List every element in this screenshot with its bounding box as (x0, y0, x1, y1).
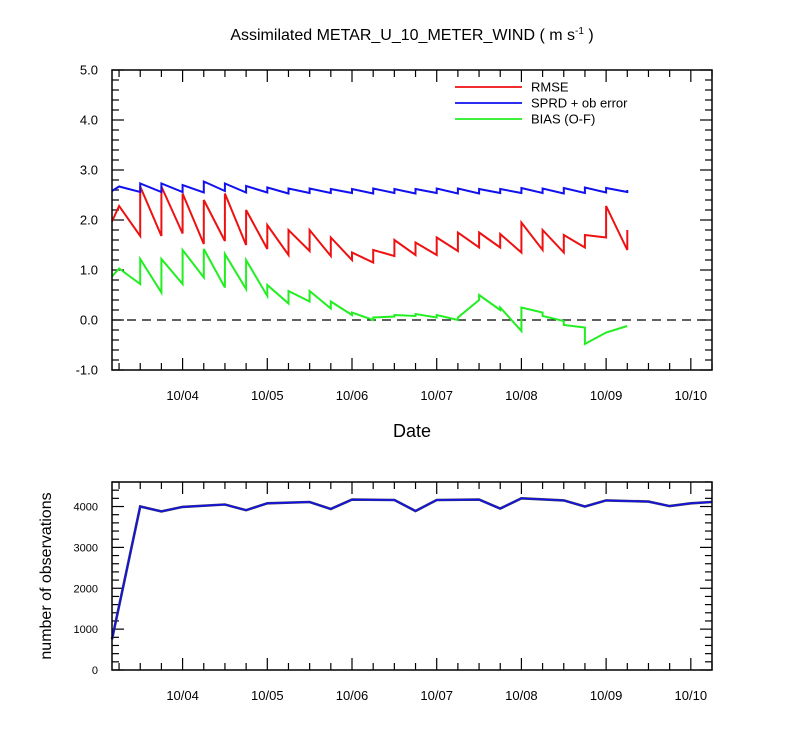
chart-title-main: Assimilated METAR_U_10_METER_WIND ( m s (230, 27, 575, 44)
bottom-plot-panel: 0 1000 2000 3000 4000 10/04 10/05 10/06 10/07 10/… (74, 481, 713, 703)
bottom-x-tick-label: 10/07 (420, 688, 453, 703)
top-x-tick-label: 10/09 (590, 388, 623, 403)
bottom-x-tick-label: 10/04 (166, 688, 199, 703)
bottom-y-tick-label: 4000 (74, 502, 98, 514)
bottom-y-tick-label: 0 (92, 665, 98, 677)
top-x-tick-label: 10/08 (505, 388, 538, 403)
top-y-tick-label: 0.0 (80, 313, 98, 328)
bottom-plot-frame (111, 481, 713, 671)
top-y-tick-label: 1.0 (80, 263, 98, 278)
bottom-x-tick-label: 10/10 (675, 688, 708, 703)
top-y-tick-label: 5.0 (80, 63, 98, 78)
bottom-x-tick-label: 10/09 (590, 688, 623, 703)
top-x-axis-label: Date (393, 421, 431, 441)
observations-line (111, 497, 713, 640)
chart-title-superscript: -1 (575, 26, 584, 37)
top-plot-panel: -1.0 0.0 1.0 2.0 3.0 4.0 5.0 10/04 10/05 10/06 10/… (76, 63, 713, 403)
observations-line-shadow (110, 496, 713, 640)
bottom-y-tick-label: 3000 (74, 542, 98, 554)
series-line-sprd-ob-error (111, 179, 629, 195)
top-x-tick-label: 10/04 (166, 388, 199, 403)
series-line-rmse (111, 186, 629, 265)
legend-label: SPRD + ob error (531, 96, 628, 111)
top-x-tick-label: 10/10 (675, 388, 708, 403)
bottom-y-axis-label: number of observations (38, 492, 55, 659)
top-x-tick-label: 10/07 (420, 388, 453, 403)
top-y-tick-label: 2.0 (80, 213, 98, 228)
legend-label: RMSE (531, 80, 569, 95)
top-plot-frame (111, 69, 713, 371)
top-x-tick-label: 10/05 (251, 388, 284, 403)
series-line-bias-o-f (111, 247, 628, 346)
chart-title-end: ) (584, 27, 594, 44)
bottom-y-tick-label: 1000 (74, 624, 98, 636)
top-y-tick-label: -1.0 (76, 363, 98, 378)
top-y-tick-label: 4.0 (80, 113, 98, 128)
bottom-x-tick-label: 10/05 (251, 688, 284, 703)
bottom-x-tick-label: 10/08 (505, 688, 538, 703)
bottom-x-tick-label: 10/06 (336, 688, 369, 703)
top-x-tick-label: 10/06 (336, 388, 369, 403)
legend-label: BIAS (O-F) (531, 112, 595, 127)
bottom-y-tick-label: 2000 (74, 583, 98, 595)
top-y-tick-label: 3.0 (80, 163, 98, 178)
chart-title: Assimilated METAR_U_10_METER_WIND ( m s-… (230, 26, 593, 44)
